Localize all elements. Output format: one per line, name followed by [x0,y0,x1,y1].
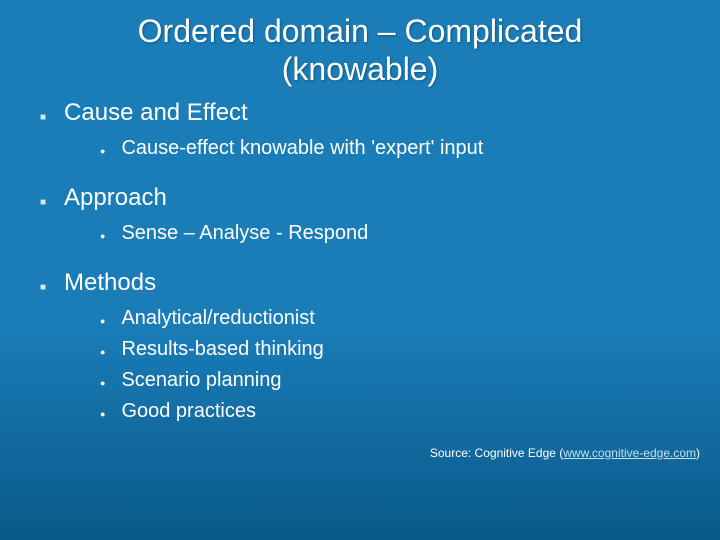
section-header-text: Methods [64,269,156,297]
sub-list: ● Sense – Analyse - Respond [40,220,680,247]
source-link[interactable]: www.cognitive-edge.com [563,446,696,460]
sub-list: ● Analytical/reductionist ● Results-base… [40,305,680,425]
source-suffix: ) [696,446,700,460]
round-bullet-icon: ● [100,346,105,358]
list-item: ● Results-based thinking [100,336,680,363]
section-header: ■ Cause and Effect [40,99,680,127]
list-item: ● Sense – Analyse - Respond [100,220,680,247]
section-header-text: Cause and Effect [64,99,248,127]
square-bullet-icon: ■ [40,112,46,123]
source-attribution: Source: Cognitive Edge (www.cognitive-ed… [430,446,700,460]
section-cause-effect: ■ Cause and Effect ● Cause-effect knowab… [40,99,680,162]
item-text: Scenario planning [121,367,281,394]
slide-title: Ordered domain – Complicated (knowable) [0,0,720,89]
list-item: ● Scenario planning [100,367,680,394]
round-bullet-icon: ● [100,230,105,242]
slide-content: ■ Cause and Effect ● Cause-effect knowab… [0,89,720,425]
square-bullet-icon: ■ [40,282,46,293]
item-text: Sense – Analyse - Respond [121,220,368,247]
round-bullet-icon: ● [100,408,105,420]
section-header: ■ Approach [40,184,680,212]
item-text: Good practices [121,398,256,425]
list-item: ● Cause-effect knowable with 'expert' in… [100,135,680,162]
round-bullet-icon: ● [100,377,105,389]
list-item: ● Analytical/reductionist [100,305,680,332]
section-header-text: Approach [64,184,167,212]
section-methods: ■ Methods ● Analytical/reductionist ● Re… [40,269,680,425]
item-text: Cause-effect knowable with 'expert' inpu… [121,135,483,162]
item-text: Results-based thinking [121,336,323,363]
item-text: Analytical/reductionist [121,305,314,332]
title-line-2: (knowable) [282,51,439,87]
round-bullet-icon: ● [100,315,105,327]
square-bullet-icon: ■ [40,197,46,208]
round-bullet-icon: ● [100,145,105,157]
section-approach: ■ Approach ● Sense – Analyse - Respond [40,184,680,247]
sub-list: ● Cause-effect knowable with 'expert' in… [40,135,680,162]
title-line-1: Ordered domain – Complicated [138,13,583,49]
source-prefix: Source: Cognitive Edge ( [430,446,563,460]
section-header: ■ Methods [40,269,680,297]
list-item: ● Good practices [100,398,680,425]
